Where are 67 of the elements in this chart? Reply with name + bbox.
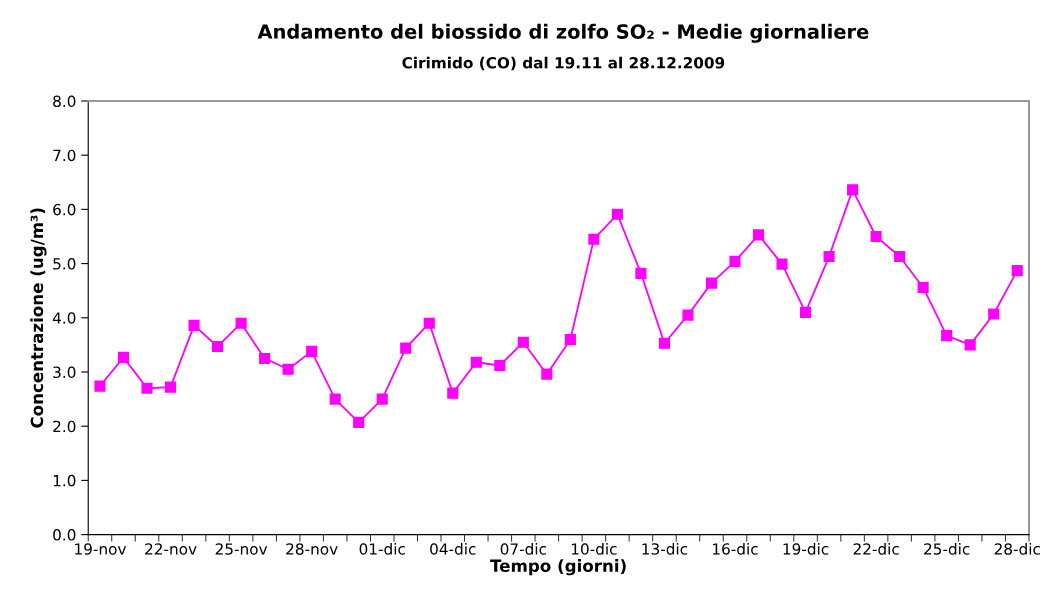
point <box>658 337 670 349</box>
x-tick-label: 28-nov <box>286 543 338 555</box>
point <box>611 208 623 220</box>
point <box>494 359 506 372</box>
point <box>400 342 412 354</box>
x-tick-label: 07-dic <box>500 542 547 555</box>
point <box>941 330 953 342</box>
point <box>752 229 765 241</box>
point <box>164 381 177 393</box>
y-tick-label: 3.0 <box>53 366 76 379</box>
point <box>541 368 553 380</box>
point <box>847 184 859 196</box>
x-axis-title: Tempo (giorni) <box>490 559 626 576</box>
point <box>235 317 247 329</box>
y-tick-label: 5.0 <box>53 258 76 270</box>
x-tick-label: 04-dic <box>430 542 476 555</box>
x-tick-label: 22-nov <box>145 543 197 555</box>
point <box>682 309 694 321</box>
point <box>1011 265 1023 277</box>
point <box>705 277 718 289</box>
point <box>964 339 976 351</box>
point <box>423 317 435 329</box>
y-axis-title: Concentrazione (ug/m³) <box>30 208 47 428</box>
point <box>870 230 882 243</box>
y-tick-label: 8.0 <box>53 95 76 107</box>
x-tick-label: 19-nov <box>75 543 127 555</box>
x-tick-label: 22-dic <box>853 542 899 555</box>
point <box>353 416 365 428</box>
point <box>564 333 576 346</box>
point <box>799 306 812 318</box>
point <box>729 255 741 267</box>
point <box>823 250 835 263</box>
x-tick-label: 25-nov <box>215 543 268 555</box>
x-tick-label: 19-dic <box>783 542 829 555</box>
point <box>447 387 459 399</box>
point <box>188 319 200 331</box>
point <box>306 345 318 357</box>
y-tick-label: 6.0 <box>53 203 76 216</box>
point <box>376 393 388 405</box>
point <box>470 356 482 368</box>
x-tick-label: 13-dic <box>642 542 688 555</box>
point <box>776 258 788 270</box>
x-tick-label: 16-dic <box>713 542 758 555</box>
x-tick-label: 25-dic <box>924 542 970 555</box>
point <box>588 233 600 245</box>
y-tick-label: 1.0 <box>53 474 76 487</box>
chart-subtitle: Cirimido (CO) dal 19.11 al 28.12.2009 <box>402 56 725 71</box>
y-tick-label: 2.0 <box>53 420 76 433</box>
x-tick-label: 10-dic <box>571 542 617 555</box>
point <box>141 382 153 394</box>
y-tick-label: 0.0 <box>53 529 76 541</box>
point <box>329 393 341 405</box>
point <box>917 281 929 293</box>
x-tick-label: 01-dic <box>359 542 405 555</box>
point <box>894 250 906 263</box>
point <box>517 336 529 348</box>
point <box>212 340 224 353</box>
y-tick-label: 7.0 <box>53 149 76 162</box>
y-tick-label: 4.0 <box>52 312 76 324</box>
point <box>635 267 647 279</box>
point <box>117 351 130 363</box>
x-tick-label: 28-dic <box>994 542 1040 555</box>
point <box>259 352 271 364</box>
point <box>988 308 1000 320</box>
chart-title: Andamento del biossido di zolfo SO₂ - Medie giornaliere <box>257 23 869 43</box>
point <box>282 363 294 375</box>
point <box>94 380 106 392</box>
